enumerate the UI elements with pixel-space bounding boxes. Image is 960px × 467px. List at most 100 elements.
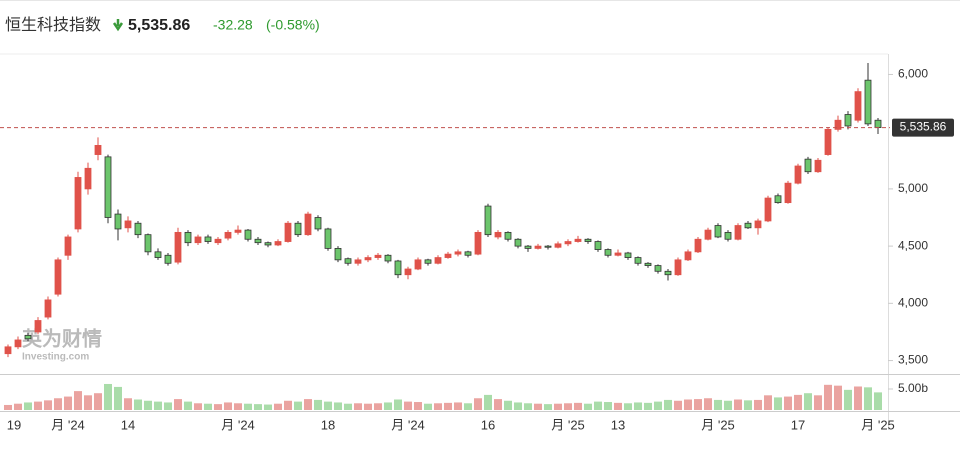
volume-bar [374,403,382,410]
volume-bar [354,403,362,410]
volume-bar [104,383,112,410]
volume-bar [414,402,422,410]
volume-bar [84,395,92,410]
candle-body [94,145,102,155]
candle-body [234,229,242,233]
candle-body [874,119,882,128]
volume-bar [814,395,822,410]
candle-body [834,119,842,130]
y-tick-label: 4,000 [898,296,928,310]
volume-bar [514,402,522,410]
volume-bar [624,403,632,410]
volume-bar [464,403,472,410]
last-price-label: 5,535.86 [900,120,947,134]
candle-body [414,259,422,270]
candle-body [394,260,402,276]
x-tick-label: 月 '24 [221,417,255,432]
volume-bar [544,404,552,410]
volume-bar [294,401,302,410]
x-tick-label: 17 [791,417,805,432]
watermark-cn: 英为财情 [22,326,102,350]
candle-body [624,252,632,258]
candle-body [164,254,172,264]
x-tick-label: 月 '24 [391,417,425,432]
volume-bar [654,401,662,410]
candle-body [204,236,212,242]
volume-bar [154,401,162,410]
candle-body [864,79,872,125]
volume-bar [94,393,102,410]
candle-body [724,231,732,240]
candle-body [554,243,562,248]
candle-body [74,177,82,230]
candle-body [34,320,42,333]
candle-body [594,241,602,250]
volume-bar [554,403,562,410]
volume-bar [114,386,122,410]
chart-title: 恒生科技指数 [5,16,101,34]
candle-body [464,251,472,256]
volume-bar [284,400,292,410]
candle-body [384,254,392,262]
volume-bar [574,402,582,410]
candle-body [364,257,372,261]
volume-bar [454,402,462,410]
x-tick-label: 16 [481,417,495,432]
y-tick-label: 6,000 [898,67,928,81]
volume-bar [524,403,532,410]
volume-bar [304,399,312,410]
volume-bar [714,399,722,410]
candle-body [614,252,622,256]
volume-bar [74,391,82,410]
candle-body [664,270,672,276]
volume-bar [4,404,12,410]
candle-body [154,251,162,258]
candle-body [4,346,12,355]
volume-bar [194,403,202,410]
volume-bar [614,402,622,410]
candle-body [254,238,262,244]
volume-bar [334,402,342,410]
candle-body [374,254,382,258]
volume-bar [674,400,682,410]
volume-bar [784,396,792,410]
volume-bar [314,399,322,410]
candle-body [114,213,122,230]
volume-bar [794,394,802,410]
volume-bar [874,392,882,410]
volume-bar [264,404,272,410]
candle-body [504,231,512,240]
volume-bar [124,398,132,410]
volume-bar [744,400,752,410]
volume-bar [234,403,242,410]
candle-body [14,339,22,348]
candle-body [754,220,762,229]
candle-body [194,236,202,244]
volume-bar [364,403,372,410]
candle-body [454,251,462,255]
candle-body [294,222,302,236]
candle-body [604,249,612,256]
candle-body [404,268,412,276]
candle-body [334,248,342,261]
candle-body [424,259,432,264]
candle-body [824,128,832,155]
candle-body [574,238,582,242]
volume-bar [344,403,352,410]
x-tick-label: 月 '25 [551,417,585,432]
candle-body [794,165,802,184]
x-tick-label: 13 [611,417,625,432]
candle-body [64,236,72,256]
x-tick-label: 月 '24 [51,417,85,432]
change-pct: (-0.58%) [266,17,320,33]
volume-bar [604,402,612,410]
candle-body [174,231,182,263]
volume-tick-label: 5.00b [898,381,928,395]
volume-bar [594,401,602,410]
candle-body [304,213,312,236]
volume-bar [864,387,872,410]
candle-body [224,231,232,239]
candle-body [544,245,552,248]
